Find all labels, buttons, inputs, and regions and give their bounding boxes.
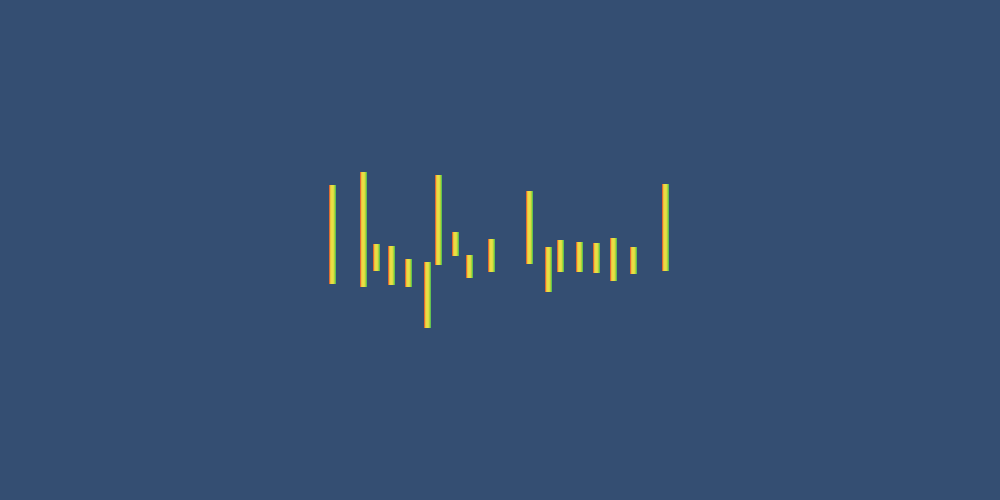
bar xyxy=(488,239,495,272)
bar xyxy=(435,175,442,265)
bar xyxy=(557,240,564,272)
bar xyxy=(360,172,367,287)
bar xyxy=(576,242,583,272)
bar xyxy=(329,185,336,284)
bars xyxy=(329,172,669,328)
bar xyxy=(424,262,431,328)
bar xyxy=(452,232,459,256)
bar xyxy=(466,255,473,278)
bar xyxy=(405,259,412,287)
bar xyxy=(388,246,395,285)
bar xyxy=(373,244,380,271)
bar xyxy=(610,238,617,281)
bar xyxy=(545,247,552,292)
bar xyxy=(526,191,533,264)
bar xyxy=(593,243,600,273)
bar xyxy=(662,184,669,271)
bar xyxy=(630,247,637,274)
